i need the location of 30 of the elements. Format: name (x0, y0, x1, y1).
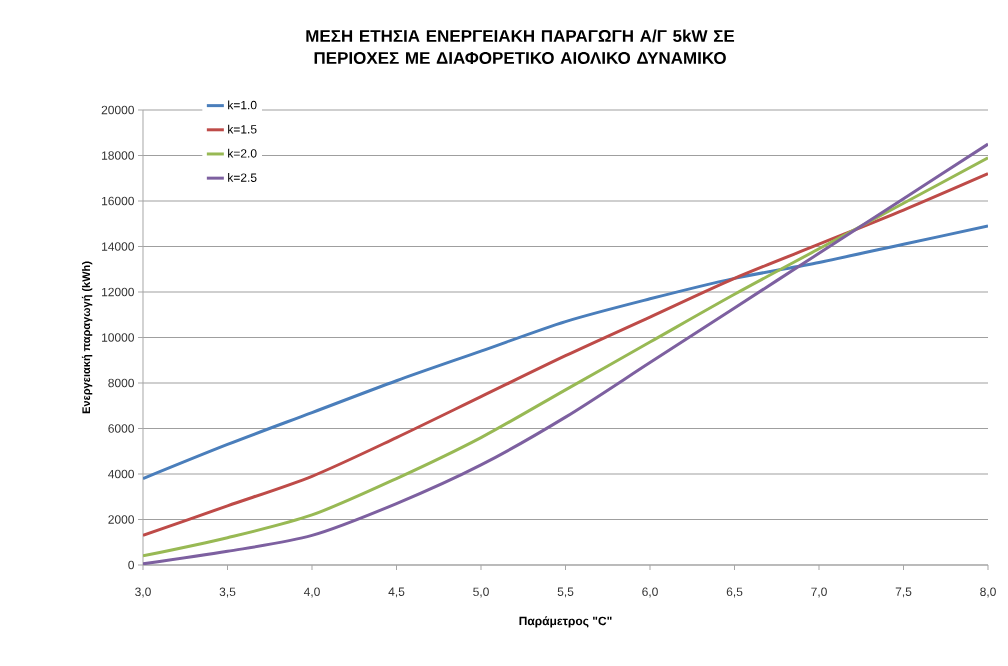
legend-label: k=2.5 (228, 173, 257, 182)
y-tick-label: 20000 (101, 105, 134, 115)
y-tick-label: 6000 (108, 424, 134, 433)
x-tick-label: 3,5 (219, 587, 236, 598)
y-tick-label: 16000 (102, 196, 134, 206)
x-tick-label: 6,5 (726, 587, 743, 598)
legend-label: k=2.0 (228, 148, 257, 158)
x-tick-label: 4,0 (303, 587, 320, 598)
legend-label: k=1.0 (228, 100, 257, 110)
y-tick-label: 14000 (102, 242, 134, 251)
x-tick-label: 7,0 (811, 587, 827, 598)
x-tick-label: 4,5 (388, 587, 405, 598)
x-axis-title: Παράμετρος "C" (519, 616, 612, 628)
x-tick-label: 6,0 (642, 587, 658, 598)
x-tick-label: 3,0 (135, 587, 151, 598)
y-tick-label: 0 (128, 560, 135, 570)
y-tick-label: 18000 (102, 151, 134, 160)
x-tick-label: 8,0 (980, 587, 996, 598)
y-tick-label: 4000 (108, 469, 134, 479)
line-series (143, 224, 989, 481)
legend-label: k=1.5 (228, 124, 257, 134)
y-tick-label: 12000 (102, 287, 134, 297)
chart-title: ΜΕΣΗ ΕΤΗΣΙΑ ΕΝΕΡΓΕΙΑΚΗ ΠΑΡΑΓΩΓΗ Α/Γ 5kW ΣΕ ΠΕΡΙΟΧΕΣ ΜΕ ΔΙΑΦΟΡΕΤΙΚΟ ΑΙΟΛΙΚΟ ΔΥΝΑΜΙΚΟ (306, 29, 735, 64)
y-tick-label: 8000 (108, 378, 134, 388)
y-tick-label: 2000 (108, 515, 134, 524)
y-tick-label: 10000 (102, 333, 134, 342)
x-tick-label: 7,5 (895, 587, 912, 598)
y-axis-title: Ενεργειακή παραγωγή (kWh) (81, 261, 93, 414)
x-tick-label: 5,0 (473, 587, 489, 598)
x-tick-label: 5,5 (557, 587, 574, 598)
